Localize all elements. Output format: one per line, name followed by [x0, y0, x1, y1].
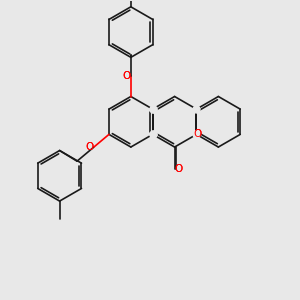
Text: O: O — [122, 71, 130, 81]
Text: O: O — [194, 129, 202, 140]
Text: O: O — [122, 71, 130, 81]
Text: O: O — [174, 164, 182, 173]
Text: O: O — [85, 142, 93, 152]
Text: O: O — [174, 164, 182, 173]
Text: O: O — [85, 142, 93, 152]
Text: O: O — [194, 129, 202, 140]
